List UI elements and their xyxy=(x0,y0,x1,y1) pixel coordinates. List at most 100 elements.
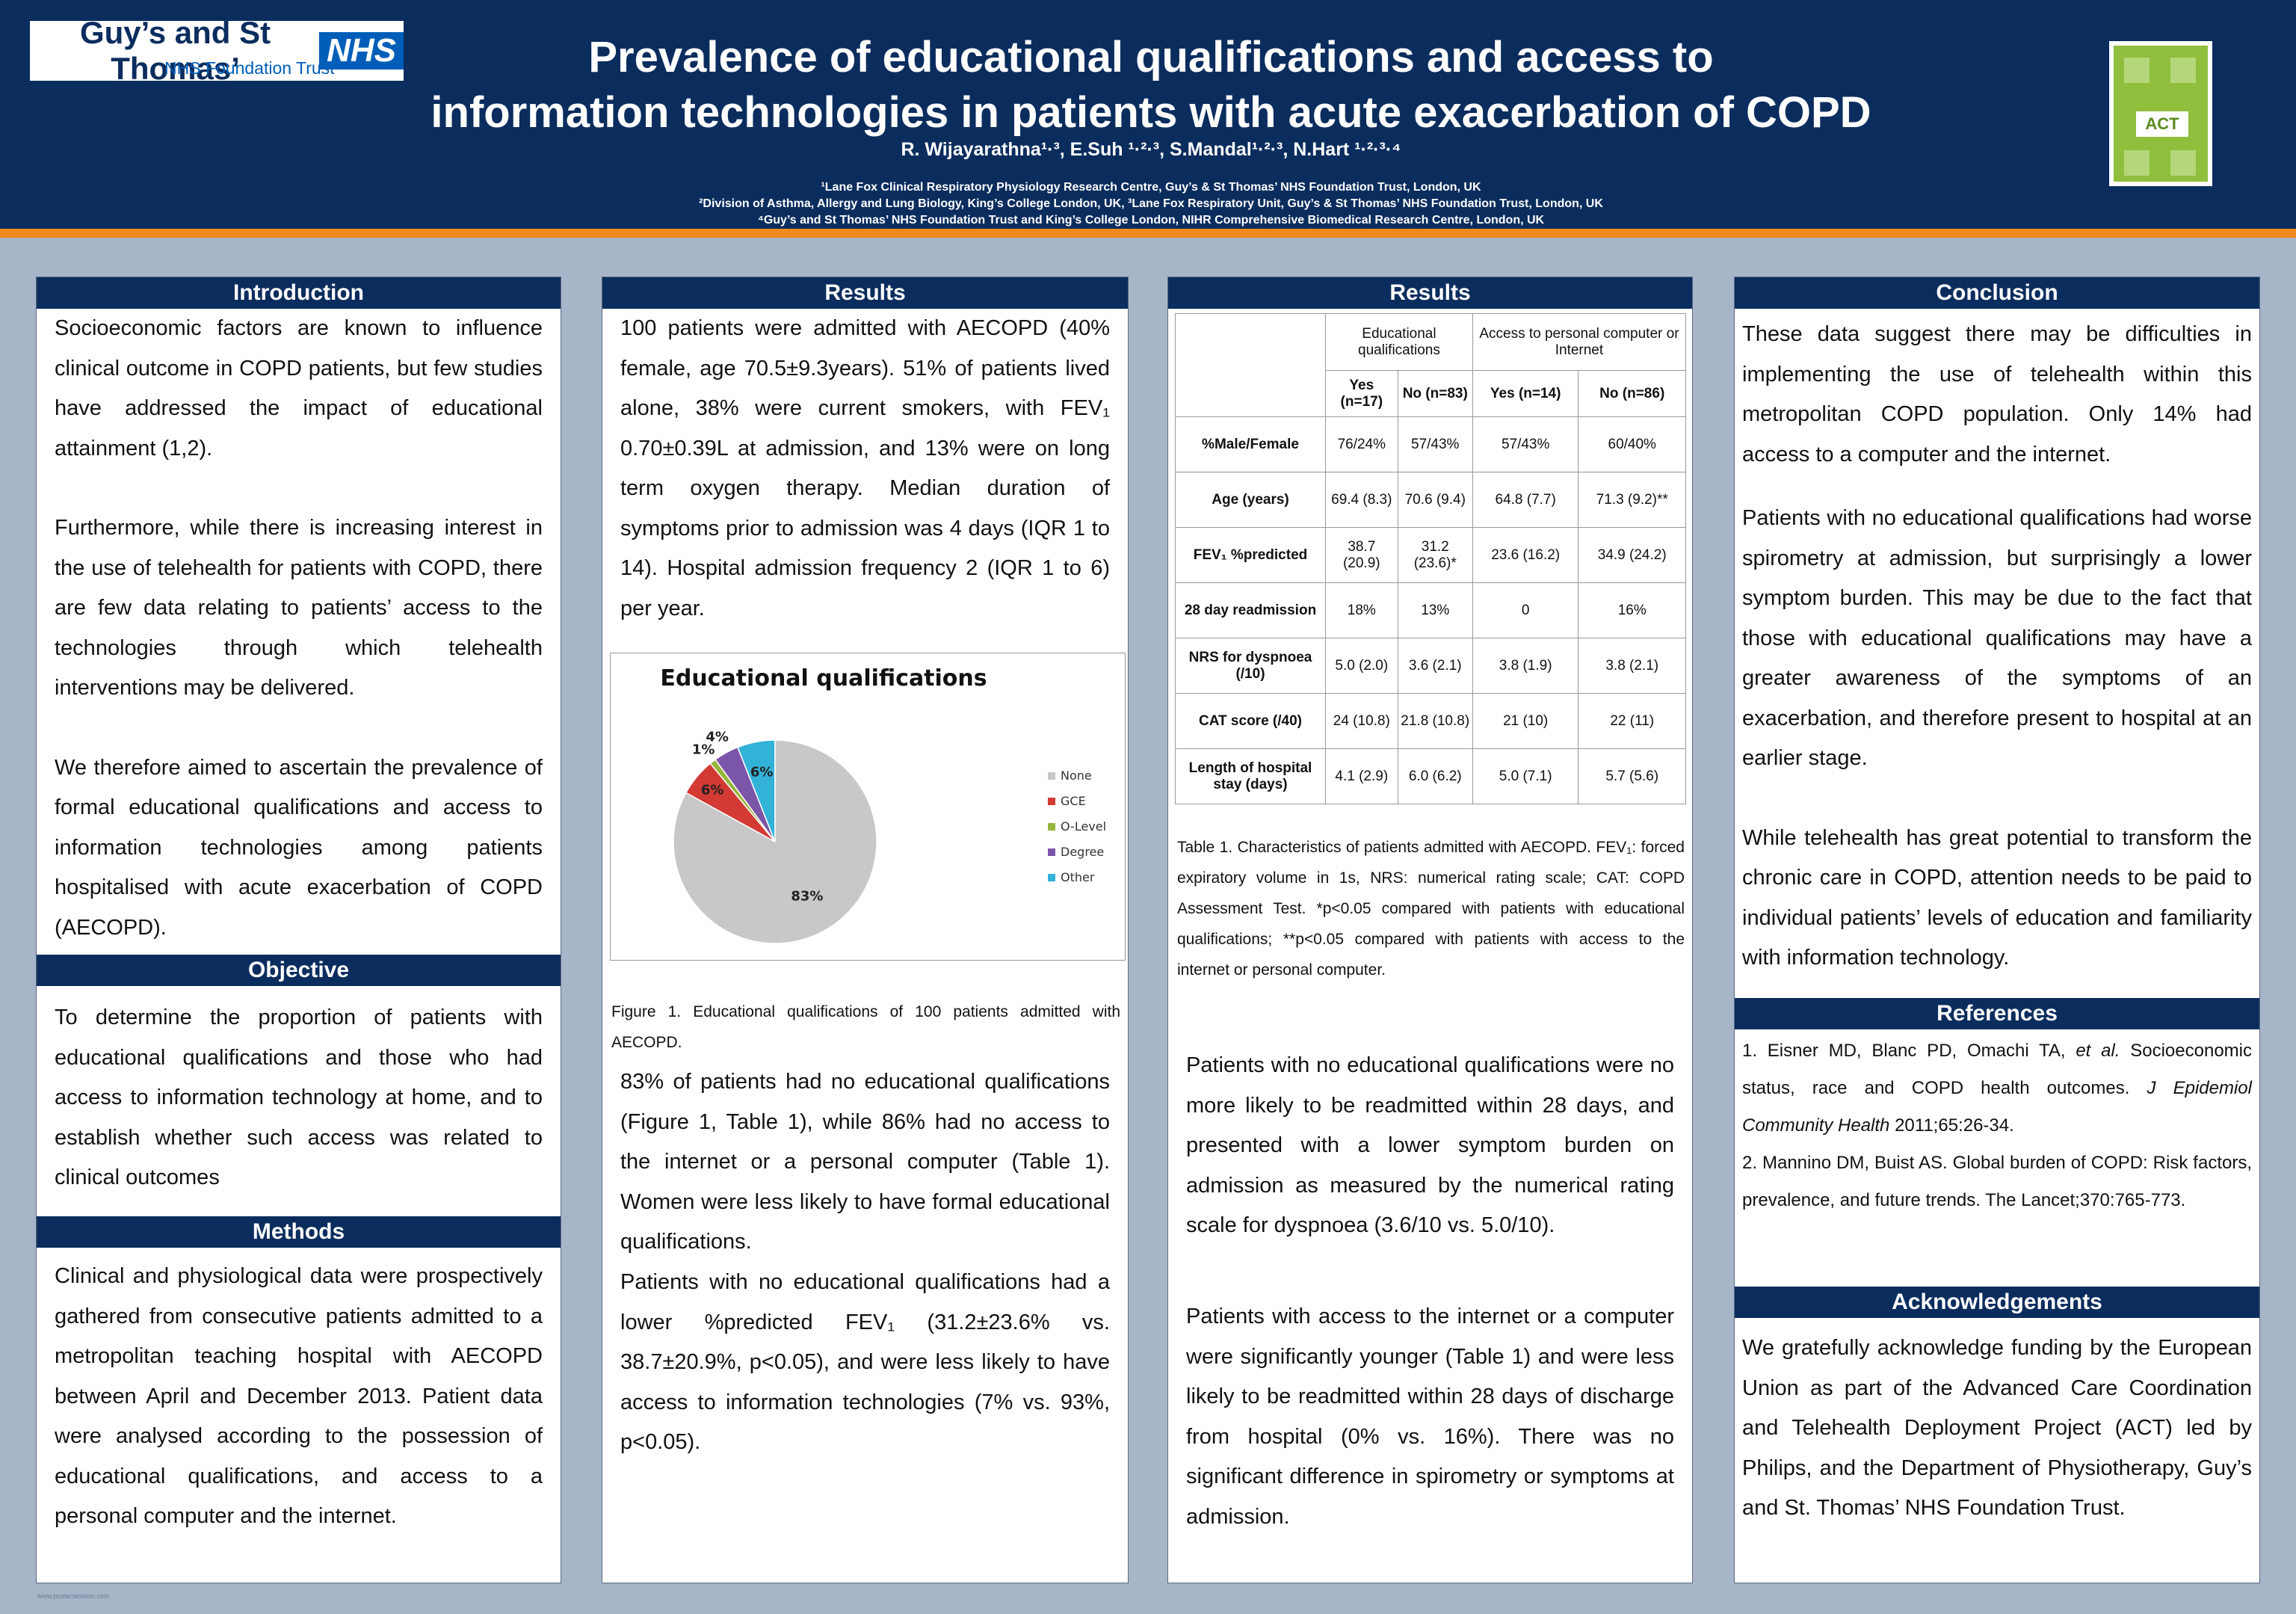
table-cell: 5.0 (7.1) xyxy=(1472,748,1579,804)
table-cell: 13% xyxy=(1397,582,1473,638)
footer-note: www.postersession.com xyxy=(37,1592,110,1600)
pie-slice-none xyxy=(673,739,877,944)
pie-data-label: 6% xyxy=(750,764,774,780)
figure-1-caption: Figure 1. Educational qualifications of … xyxy=(611,1003,1120,1051)
nhs-trust-logo: Guy’s and St Thomas’ NHS NHS Foundation … xyxy=(30,15,404,86)
table-1-caption: Table 1. Characteristics of patients adm… xyxy=(1177,839,1685,979)
affiliation-2: ²Division of Asthma, Allergy and Lung Bi… xyxy=(699,197,1603,210)
legend-swatch xyxy=(1048,798,1055,805)
table-cell: 22 (11) xyxy=(1578,693,1686,749)
table-sub-header: No (n=83) xyxy=(1397,370,1473,417)
results-table: Educational qualifications Access to per… xyxy=(1175,313,1687,804)
table-row: Age (years) 69.4 (8.3) 70.6 (9.4) 64.8 (… xyxy=(1175,472,1686,528)
acknowledgements-body: We gratefully acknowledge funding by the… xyxy=(1742,1336,2252,1520)
introduction-heading: Introduction xyxy=(37,277,561,309)
conclusion-body: These data suggest there may be difficul… xyxy=(1735,309,2259,979)
table-cell: 70.6 (9.4) xyxy=(1397,472,1473,528)
objective-body: To determine the proportion of patients … xyxy=(55,1005,543,1189)
table-sub-header: Yes (n=14) xyxy=(1472,370,1579,417)
results-heading-2: Results xyxy=(1168,277,1692,309)
table-cell: 21.8 (10.8) xyxy=(1397,693,1473,749)
table-cell: 31.2 (23.6)* xyxy=(1397,527,1473,583)
table-row: NRS for dyspnoea (/10) 5.0 (2.0) 3.6 (2.… xyxy=(1175,638,1686,694)
results-p3: Patients with no educational qualificati… xyxy=(620,1270,1110,1454)
table-row-label: FEV₁ %predicted xyxy=(1175,527,1326,583)
table-cell: 21 (10) xyxy=(1472,693,1579,749)
table-cell: 16% xyxy=(1578,582,1686,638)
table-cell: 3.6 (2.1) xyxy=(1397,638,1473,694)
pie-data-label: 83% xyxy=(791,889,823,905)
table-group-header-access: Access to personal computer or Internet xyxy=(1472,313,1687,371)
table-sub-header-row: Yes (n=17) No (n=83) Yes (n=14) No (n=86… xyxy=(1176,370,1686,417)
act-logo: ACT xyxy=(2109,41,2212,186)
introduction-p1: Socioeconomic factors are known to influ… xyxy=(55,316,543,461)
introduction-body: Socioeconomic factors are known to influ… xyxy=(37,309,561,948)
title-line-1: Prevalence of educational qualifications… xyxy=(588,33,1714,81)
table-cell: 57/43% xyxy=(1472,416,1579,472)
results-heading-1: Results xyxy=(602,277,1128,309)
legend-swatch xyxy=(1048,823,1055,831)
home-icon xyxy=(2170,150,2196,176)
table-sub-header: No (n=86) xyxy=(1578,370,1686,417)
table-cell: 57/43% xyxy=(1397,416,1473,472)
results-p5: Patients with access to the internet or … xyxy=(1186,1305,1674,1529)
table-row: %Male/Female 76/24% 57/43% 57/43% 60/40% xyxy=(1175,416,1686,472)
table-cell: 24 (10.8) xyxy=(1325,693,1398,749)
table-group-header-education: Educational qualifications xyxy=(1325,313,1473,371)
table-cell: 71.3 (9.2)** xyxy=(1578,472,1686,528)
column-4: Conclusion These data suggest there may … xyxy=(1734,277,2260,1583)
table-cell: 4.1 (2.9) xyxy=(1325,748,1398,804)
legend-label: Other xyxy=(1061,870,1095,884)
affiliation-3: ⁴Guy’s and St Thomas’ NHS Foundation Tru… xyxy=(757,214,1545,227)
table-row-label: 28 day readmission xyxy=(1175,582,1326,638)
objective-heading: Objective xyxy=(37,955,561,986)
table-row-label: NRS for dyspnoea (/10) xyxy=(1175,638,1326,694)
conclusion-p2: Patients with no educational qualificati… xyxy=(1742,506,2252,770)
table-row: FEV₁ %predicted 38.7 (20.9) 31.2 (23.6)*… xyxy=(1175,527,1686,583)
affiliation-1: ¹Lane Fox Clinical Respiratory Physiolog… xyxy=(821,181,1481,194)
table-sub-header: Yes (n=17) xyxy=(1325,370,1398,417)
table-cell: 6.0 (6.2) xyxy=(1397,748,1473,804)
table-cell: 60/40% xyxy=(1578,416,1686,472)
table-cell: 5.0 (2.0) xyxy=(1325,638,1398,694)
hospital-icon xyxy=(2170,58,2196,83)
table-cell: 64.8 (7.7) xyxy=(1472,472,1579,528)
table-cell: 18% xyxy=(1325,582,1398,638)
table-cell: 3.8 (2.1) xyxy=(1578,638,1686,694)
table-row-label: Age (years) xyxy=(1175,472,1326,528)
conclusion-p1: These data suggest there may be difficul… xyxy=(1742,322,2252,466)
table-row: Length of hospital stay (days) 4.1 (2.9)… xyxy=(1175,748,1686,804)
references-body: 1. Eisner MD, Blanc PD, Omachi TA, et al… xyxy=(1735,1032,2259,1219)
table-row: CAT score (/40) 24 (10.8) 21.8 (10.8) 21… xyxy=(1175,693,1686,749)
results-p4: Patients with no educational qualificati… xyxy=(1186,1053,1674,1237)
introduction-p3: We therefore aimed to ascertain the prev… xyxy=(55,755,543,940)
introduction-p2: Furthermore, while there is increasing i… xyxy=(55,516,543,700)
conclusion-p3: While telehealth has great potential to … xyxy=(1742,825,2252,970)
logo-nhs-badge: NHS xyxy=(319,32,404,70)
acknowledgements-heading: Acknowledgements xyxy=(1735,1287,2259,1318)
table-cell: 38.7 (20.9) xyxy=(1325,527,1398,583)
affiliations: ¹Lane Fox Clinical Respiratory Physiolog… xyxy=(314,179,1988,229)
pie-data-label: 6% xyxy=(701,783,724,798)
reference-1: 1. Eisner MD, Blanc PD, Omachi TA, et al… xyxy=(1742,1041,2252,1136)
legend-swatch xyxy=(1048,874,1055,881)
legend-label: GCE xyxy=(1061,794,1086,808)
table-row: 28 day readmission 18% 13% 0 16% xyxy=(1175,582,1686,638)
table-cell: 69.4 (8.3) xyxy=(1325,472,1398,528)
pie-svg: 6% 1%4% 6% 83% None GCE O-Level Degree Other xyxy=(673,729,1106,944)
column-1: Introduction Socioeconomic factors are k… xyxy=(36,277,561,1583)
poster-title: Prevalence of educational qualifications… xyxy=(314,30,1988,141)
pie-data-label: 4% xyxy=(706,729,729,745)
results-p2: 83% of patients had no educational quali… xyxy=(620,1070,1110,1254)
pie-data-label: 1% xyxy=(692,742,715,757)
table-cell: 23.6 (16.2) xyxy=(1472,527,1579,583)
logo-trust-name: Guy’s and St Thomas’ xyxy=(79,15,271,86)
table-cell: 5.7 (5.6) xyxy=(1578,748,1686,804)
legend-label: None xyxy=(1061,769,1092,783)
table-row-label: %Male/Female xyxy=(1175,416,1326,472)
table-cell: 0 xyxy=(1472,582,1579,638)
figure-1-pie-chart: Educational qualifications 6% 1% 4% 6% 83% No… xyxy=(610,653,1126,961)
reference-2: 2. Mannino DM, Buist AS. Global burden o… xyxy=(1742,1153,2252,1210)
column-3: Results Educational qualifications Acces… xyxy=(1167,277,1693,1583)
poster-header: Guy’s and St Thomas’ NHS NHS Foundation … xyxy=(0,0,2296,238)
